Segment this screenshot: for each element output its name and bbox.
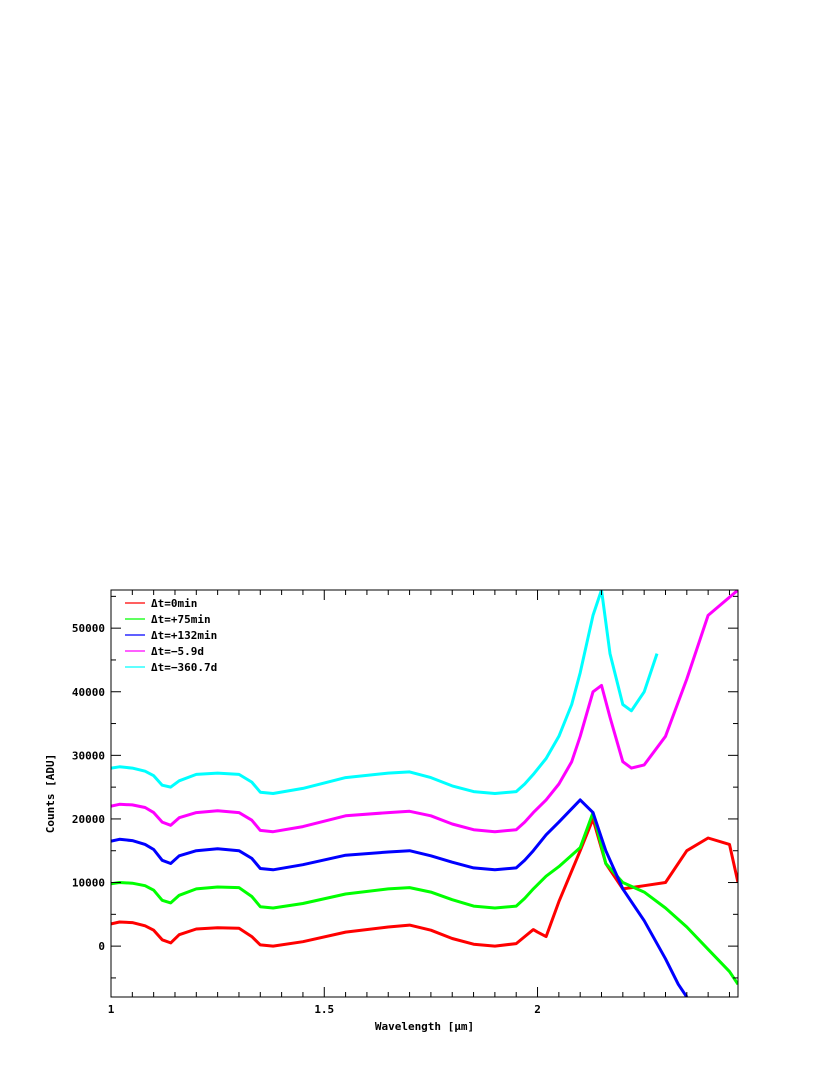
y-tick-label: 40000: [72, 686, 105, 699]
legend-label-3: Δt=+132min: [151, 629, 217, 642]
legend: Δt=0min Δt=+75min Δt=+132min Δt=−5.9d Δt=−36…: [125, 597, 217, 674]
x-tick-label: 1: [108, 1003, 115, 1016]
series-layer: [111, 590, 738, 997]
axis-layer: 1 1.5 2 0 10000 20000 30000 40000 50000: [72, 590, 738, 1016]
y-tick-label: 20000: [72, 813, 105, 826]
series-line-5: [111, 590, 659, 795]
y-tick-label: 0: [98, 940, 105, 953]
legend-label-5: Δt=−360.7d: [151, 661, 217, 674]
series-line-3: [111, 798, 689, 997]
y-tick-label: 50000: [72, 622, 105, 635]
series-line-1: [111, 817, 738, 948]
y-axis-title: Counts [ADU]: [44, 754, 57, 833]
x-tick-label: 1.5: [314, 1003, 334, 1016]
y-tick-label: 30000: [72, 749, 105, 762]
x-tick-label: 2: [534, 1003, 541, 1016]
series-line-2: [111, 811, 738, 986]
plot-frame: [110, 589, 739, 998]
x-axis-title: Wavelength [μm]: [375, 1020, 474, 1033]
series-line-4: [111, 590, 738, 834]
legend-label-2: Δt=+75min: [151, 613, 211, 626]
legend-label-4: Δt=−5.9d: [151, 645, 204, 658]
y-tick-label: 10000: [72, 877, 105, 890]
legend-label-1: Δt=0min: [151, 597, 197, 610]
